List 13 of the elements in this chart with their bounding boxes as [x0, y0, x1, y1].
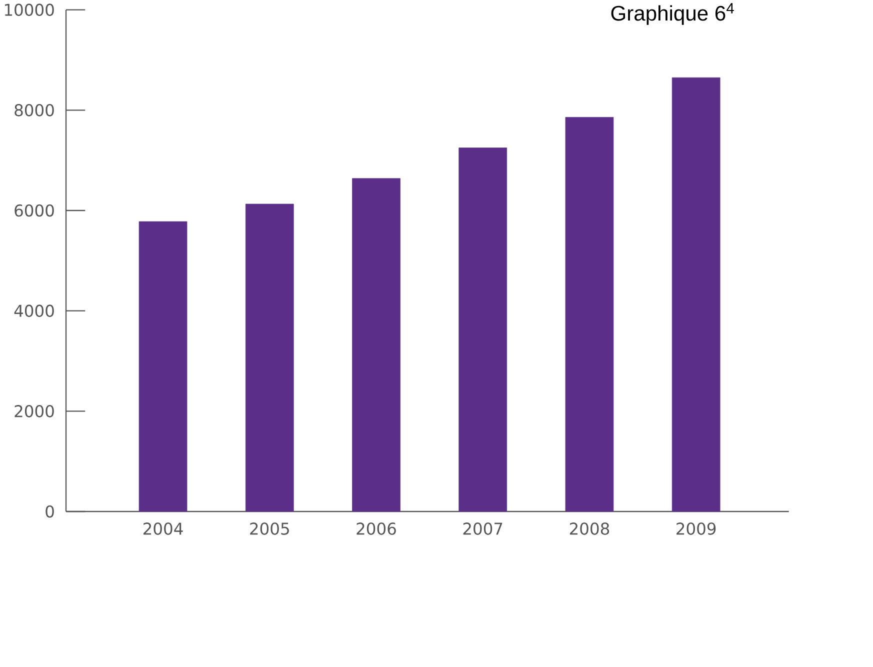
x-tick-label: 2007 [463, 522, 502, 535]
y-tick-label: 8000 [14, 104, 54, 116]
x-tick-label: 2005 [250, 522, 289, 535]
x-tick-label: 2009 [676, 522, 716, 535]
chart-title: Graphique 6$^{4}$ [611, 3, 734, 25]
y-tick-label: 4000 [14, 304, 54, 317]
x-tick-label: 2008 [570, 522, 610, 535]
y-tick-label: 2000 [14, 405, 54, 418]
x-tick-label: 2006 [356, 522, 396, 535]
y-tick-label: 0 [46, 505, 54, 518]
x-tick-label: 2004 [144, 522, 183, 535]
y-tick-label: 10000 [4, 4, 54, 16]
y-tick-label: 6000 [14, 204, 54, 217]
